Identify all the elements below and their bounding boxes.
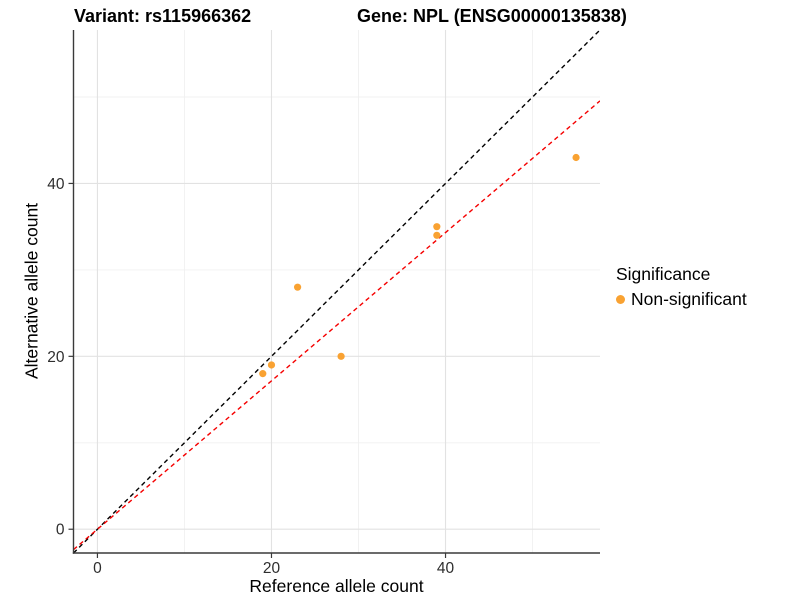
data-point — [572, 153, 580, 162]
data-point — [259, 370, 267, 378]
y-tick-label: 20 — [47, 349, 65, 366]
legend-item: Non-significant — [616, 289, 747, 310]
x-tick-label: 40 — [437, 560, 455, 577]
x-axis-title: Reference allele count — [249, 576, 424, 596]
plot-title-gene: Gene: NPL (ENSG00000135838) — [357, 6, 627, 26]
data-point — [433, 223, 441, 231]
x-tick-label: 0 — [93, 560, 102, 577]
y-tick-label: 40 — [47, 176, 65, 193]
data-point — [293, 283, 302, 291]
y-tick-label: 0 — [56, 522, 65, 539]
legend-point-icon — [616, 295, 625, 304]
plot-title-variant: Variant: rs115966362 — [74, 6, 252, 26]
data-point — [337, 352, 345, 360]
legend-title: Significance — [616, 264, 711, 284]
legend-item-label: Non-significant — [631, 289, 747, 309]
data-point — [433, 231, 441, 239]
data-point — [267, 361, 276, 369]
identity-line — [73, 30, 600, 553]
legend: Significance Non-significant — [616, 264, 747, 310]
fit-line — [73, 100, 600, 551]
x-tick-label: 20 — [263, 560, 281, 577]
